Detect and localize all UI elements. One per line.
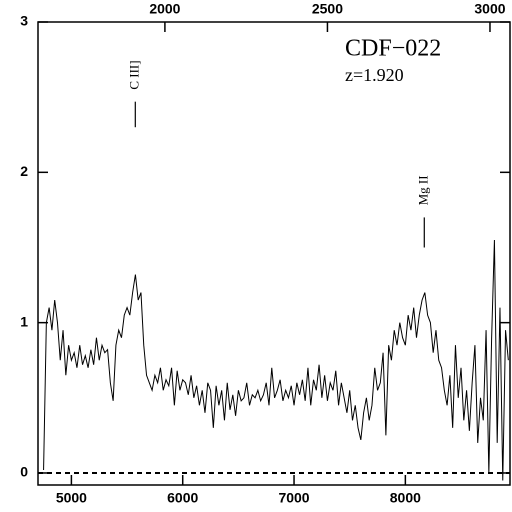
x-tick-label: 6000 xyxy=(167,490,198,506)
x-tick-label: 7000 xyxy=(278,490,309,506)
x2-tick-label: 2000 xyxy=(149,1,180,17)
line-label: Mg II xyxy=(415,175,430,205)
line-label: C III] xyxy=(126,60,141,89)
x-tick-label: 8000 xyxy=(390,490,421,506)
chart-title: CDF−022 xyxy=(345,36,441,62)
plot-frame xyxy=(37,21,511,486)
y-tick-label: 3 xyxy=(20,13,28,29)
chart-subtitle: z=1.920 xyxy=(345,65,404,85)
y-tick-label: 1 xyxy=(20,313,28,329)
y-tick-label: 0 xyxy=(20,464,28,480)
x2-tick-label: 2500 xyxy=(312,1,343,17)
x2-tick-label: 3000 xyxy=(474,1,505,17)
y-tick-label: 2 xyxy=(20,163,28,179)
spectrum-line xyxy=(43,239,509,481)
x-tick-label: 5000 xyxy=(56,490,87,506)
